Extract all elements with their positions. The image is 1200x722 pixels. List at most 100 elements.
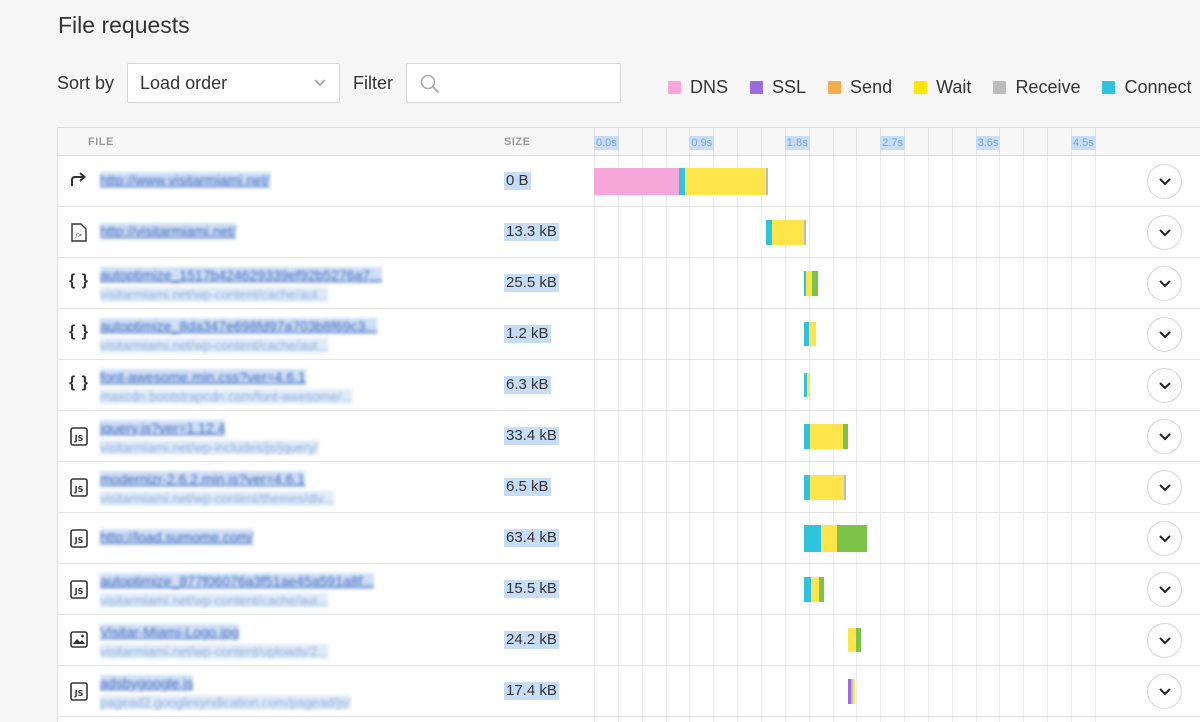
filter-field[interactable] <box>406 63 622 103</box>
table-row[interactable]: { } autoptimize_8da347e698fd97a703b8f69c3… <box>58 309 1200 360</box>
timing-bar-receive-green <box>812 271 818 296</box>
timeline-gridline-header <box>737 128 739 156</box>
legend-item-dns: DNS <box>668 77 728 98</box>
expand-row-button[interactable] <box>1147 572 1182 607</box>
timeline-gridline <box>760 156 762 722</box>
page-title: File requests <box>58 12 190 38</box>
html-file-icon: /> <box>68 223 90 243</box>
timeline-gridline <box>665 156 667 722</box>
js-file-icon: JS <box>68 478 90 498</box>
file-size: 33.4 kB <box>504 427 559 445</box>
file-name-link[interactable]: modernizr-2.6.2.min.js?ver=4.6.1 <box>100 471 306 487</box>
legend-item-connect: Connect <box>1102 77 1192 98</box>
legend-item-receive: Receive <box>993 77 1080 98</box>
file-name-link[interactable]: autoptimize_8da347e698fd97a703b8f69c3... <box>100 318 378 334</box>
timeline-gridline <box>1047 156 1049 722</box>
timeline-tick-label: 0.9s <box>689 136 715 150</box>
expand-row-button[interactable] <box>1147 164 1182 199</box>
timing-bar-receive <box>844 475 846 500</box>
expand-row-button[interactable] <box>1147 521 1182 556</box>
timeline-gridline <box>856 156 858 722</box>
timeline-gridline <box>784 156 786 722</box>
timeline-gridline <box>927 156 929 722</box>
file-name-link[interactable]: http://www.visitarmiami.net/ <box>100 172 270 188</box>
file-requests-table: FILE SIZE 0.0s 0.9s 1.8s 2.7s 3.6s 4.5s http:… <box>57 127 1200 722</box>
expand-row-button[interactable] <box>1147 266 1182 301</box>
expand-row-button[interactable] <box>1147 470 1182 505</box>
legend-label: SSL <box>772 76 807 97</box>
table-header: FILE SIZE 0.0s 0.9s 1.8s 2.7s 3.6s 4.5s <box>58 128 1200 156</box>
timing-bar-receive-green <box>843 424 849 449</box>
table-row[interactable]: JS adsbygoogle.js pagead2.googlesyndicatio… <box>58 666 1200 717</box>
timeline-gridline <box>904 156 906 722</box>
timeline-gridline <box>880 156 882 722</box>
timeline-tick-label: 4.5s <box>1071 136 1096 150</box>
file-path: visitarmiami.net/wp-content/cache/aut... <box>100 287 329 302</box>
sort-select[interactable]: Load order <box>127 63 341 103</box>
expand-row-button[interactable] <box>1147 368 1182 403</box>
legend-item-send: Send <box>828 77 892 98</box>
timing-bar-receive <box>765 168 768 195</box>
timing-bar-receive-green <box>836 525 868 552</box>
timeline-gridline-header <box>665 128 667 156</box>
timeline-gridline-header <box>1047 128 1049 156</box>
js-file-icon: JS <box>68 427 90 447</box>
expand-row-button[interactable] <box>1147 623 1182 658</box>
controls-bar: Sort by Load order Filter <box>57 63 622 103</box>
chevron-down-icon <box>1159 331 1171 339</box>
timing-bar-wait <box>807 373 811 397</box>
filter-input[interactable] <box>447 64 618 102</box>
timeline-gridline <box>999 156 1001 722</box>
timeline-gridline <box>617 156 619 722</box>
file-name-link[interactable]: autoptimize_1517b424629339ef92b5276a7... <box>100 267 382 283</box>
file-size: 6.5 kB <box>504 478 551 496</box>
svg-text:JS: JS <box>74 485 84 494</box>
js-file-icon: JS <box>68 682 90 702</box>
image-file-icon <box>68 631 90 651</box>
timing-bar-dns <box>594 168 679 195</box>
file-name-link[interactable]: autoptimize_877f06076a3f51ae45a591a8f... <box>100 573 375 589</box>
timeline-gridline <box>713 156 715 722</box>
file-name-link[interactable]: font-awesome.min.css?ver=4.6.1 <box>100 369 306 385</box>
table-row[interactable]: http://www.visitarmiami.net/0 B <box>58 156 1200 207</box>
timing-bar-wait <box>811 577 819 602</box>
chevron-down-icon <box>1159 178 1171 186</box>
file-name-link[interactable]: jquery.js?ver=1.12.4 <box>100 420 226 436</box>
timeline-gridline <box>594 156 595 722</box>
chevron-down-icon <box>1159 688 1171 696</box>
table-row[interactable]: Visitar-Miami-Logo.jpg visitarmiami.net/w… <box>58 615 1200 666</box>
file-name-link[interactable]: Visitar-Miami-Logo.jpg <box>100 624 240 640</box>
legend-swatch <box>914 80 928 94</box>
table-row[interactable]: JS jquery.js?ver=1.12.4 visitarmiami.net/w… <box>58 411 1200 462</box>
file-path: maxcdn.bootstrapcdn.com/font-awesome/... <box>100 389 353 404</box>
expand-row-button[interactable] <box>1147 674 1182 709</box>
chevron-down-icon <box>1159 280 1171 288</box>
file-path: visitarmiami.net/wp-content/uploads/2... <box>100 644 329 659</box>
column-header-size: SIZE <box>504 136 531 148</box>
table-row[interactable]: { } autoptimize_1517b424629339ef92b5276a7… <box>58 258 1200 309</box>
file-name-link[interactable]: adsbygoogle.js <box>100 675 194 691</box>
timing-bar-receive <box>850 679 853 704</box>
file-name-link[interactable]: http://load.sumome.com/ <box>100 529 254 545</box>
legend-swatch <box>828 80 842 94</box>
expand-row-button[interactable] <box>1147 317 1182 352</box>
chevron-down-icon <box>1159 637 1171 645</box>
file-name-link[interactable]: http://visitarmiami.net/ <box>100 223 237 239</box>
table-row[interactable]: JS autoptimize_877f06076a3f51ae45a591a8f.… <box>58 564 1200 615</box>
search-icon <box>420 74 440 94</box>
table-row[interactable]: { } font-awesome.min.css?ver=4.6.1 maxcdn.… <box>58 360 1200 411</box>
expand-row-button[interactable] <box>1147 419 1182 454</box>
table-row[interactable]: JS http://load.sumome.com/63.4 kB <box>58 513 1200 564</box>
sort-select-value: Load order <box>140 72 228 93</box>
js-file-icon: JS <box>68 529 90 549</box>
legend-label: Receive <box>1015 76 1081 97</box>
expand-row-button[interactable] <box>1147 215 1182 250</box>
timeline-gridline-header <box>951 128 953 156</box>
filter-label: Filter <box>353 72 394 93</box>
file-size: 6.3 kB <box>504 376 551 394</box>
file-path: visitarmiami.net/wp-content/themes/div..… <box>100 491 334 506</box>
table-row[interactable]: JS modernizr-2.6.2.min.js?ver=4.6.1 visita… <box>58 462 1200 513</box>
timing-bar-receive <box>803 220 806 245</box>
timing-bar-wait <box>852 679 855 704</box>
table-row[interactable]: /> http://visitarmiami.net/13.3 kB <box>58 207 1200 258</box>
